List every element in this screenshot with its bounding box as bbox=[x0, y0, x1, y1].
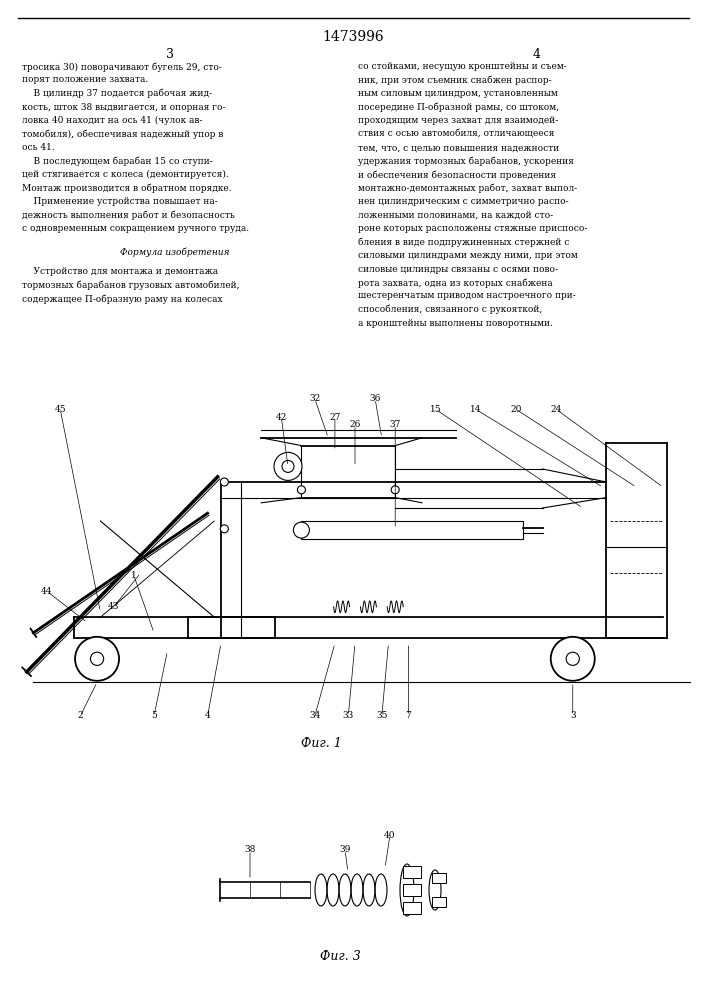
Bar bbox=[432, 873, 446, 883]
Text: дежность выполнения работ и безопасность: дежность выполнения работ и безопасность bbox=[22, 211, 235, 220]
Text: цей стягивается с колеса (демонтируется).: цей стягивается с колеса (демонтируется)… bbox=[22, 170, 229, 179]
Text: 26: 26 bbox=[349, 420, 361, 429]
Text: В цилиндр 37 подается рабочая жид-: В цилиндр 37 подается рабочая жид- bbox=[22, 89, 212, 99]
Text: 35: 35 bbox=[376, 712, 387, 720]
Text: 39: 39 bbox=[339, 846, 351, 854]
Text: 43: 43 bbox=[108, 602, 119, 611]
Text: монтажно-демонтажных работ, захват выпол-: монтажно-демонтажных работ, захват выпол… bbox=[358, 184, 577, 193]
Bar bbox=[301, 521, 522, 539]
Text: а кронштейны выполнены поворотными.: а кронштейны выполнены поворотными. bbox=[358, 318, 553, 328]
Text: силовые цилиндры связаны с осями пово-: силовые цилиндры связаны с осями пово- bbox=[358, 264, 558, 273]
Text: содержащее П-образную раму на колесах: содержащее П-образную раму на колесах bbox=[22, 294, 223, 304]
Text: 27: 27 bbox=[329, 412, 341, 422]
Text: 15: 15 bbox=[430, 405, 441, 414]
Text: Монтаж производится в обратном порядке.: Монтаж производится в обратном порядке. bbox=[22, 184, 232, 193]
Text: 5: 5 bbox=[151, 712, 157, 720]
Text: способления, связанного с рукояткой,: способления, связанного с рукояткой, bbox=[358, 305, 542, 314]
Text: 14: 14 bbox=[470, 405, 481, 414]
Text: и обеспечения безопасности проведения: и обеспечения безопасности проведения bbox=[358, 170, 556, 180]
Text: 45: 45 bbox=[54, 405, 66, 414]
Text: 4: 4 bbox=[205, 712, 211, 720]
Bar bbox=[403, 866, 421, 878]
Text: шестеренчатым приводом настроечного при-: шестеренчатым приводом настроечного при- bbox=[358, 292, 575, 300]
Text: ным силовым цилиндром, установленным: ным силовым цилиндром, установленным bbox=[358, 89, 558, 98]
Text: томобиля), обеспечивая надежный упор в: томобиля), обеспечивая надежный упор в bbox=[22, 129, 223, 139]
Bar bbox=[403, 902, 421, 914]
Text: удержания тормозных барабанов, ускорения: удержания тормозных барабанов, ускорения bbox=[358, 156, 574, 166]
Circle shape bbox=[274, 452, 302, 480]
Text: 33: 33 bbox=[343, 712, 354, 720]
Text: порят положение захвата.: порят положение захвата. bbox=[22, 76, 148, 85]
Ellipse shape bbox=[400, 864, 414, 916]
Text: ось 41.: ось 41. bbox=[22, 143, 54, 152]
Text: 3: 3 bbox=[166, 48, 174, 61]
Text: Устройство для монтажа и демонтажа: Устройство для монтажа и демонтажа bbox=[22, 267, 218, 276]
Text: Применение устройства повышает на-: Применение устройства повышает на- bbox=[22, 197, 218, 206]
Text: Фиг. 1: Фиг. 1 bbox=[301, 737, 342, 750]
Text: 44: 44 bbox=[41, 587, 52, 596]
Text: 32: 32 bbox=[309, 394, 320, 403]
Text: роне которых расположены стяжные приспосо-: роне которых расположены стяжные приспос… bbox=[358, 224, 588, 233]
Text: 4: 4 bbox=[533, 48, 541, 61]
Text: 3: 3 bbox=[570, 712, 575, 720]
Text: посередине П-образной рамы, со штоком,: посередине П-образной рамы, со штоком, bbox=[358, 103, 559, 112]
Text: В последующем барабан 15 со ступи-: В последующем барабан 15 со ступи- bbox=[22, 156, 213, 166]
Text: бления в виде подпружиненных стержней с: бления в виде подпружиненных стержней с bbox=[358, 237, 569, 247]
Circle shape bbox=[221, 525, 228, 533]
Ellipse shape bbox=[429, 870, 441, 910]
Text: Фиг. 3: Фиг. 3 bbox=[320, 950, 361, 963]
Circle shape bbox=[221, 478, 228, 486]
Text: силовыми цилиндрами между ними, при этом: силовыми цилиндрами между ними, при этом bbox=[358, 251, 578, 260]
Text: 2: 2 bbox=[78, 712, 83, 720]
Text: 37: 37 bbox=[390, 420, 401, 429]
Circle shape bbox=[298, 486, 305, 494]
Text: 20: 20 bbox=[510, 405, 522, 414]
Text: тросика 30) поворачивают бугель 29, сто-: тросика 30) поворачивают бугель 29, сто- bbox=[22, 62, 222, 72]
Text: 36: 36 bbox=[370, 394, 381, 403]
Bar bbox=[403, 884, 421, 896]
Text: проходящим через захват для взаимодей-: проходящим через захват для взаимодей- bbox=[358, 116, 559, 125]
Text: 1: 1 bbox=[131, 571, 136, 580]
Text: тем, что, с целью повышения надежности: тем, что, с целью повышения надежности bbox=[358, 143, 559, 152]
Text: 7: 7 bbox=[406, 712, 411, 720]
Text: ловка 40 находит на ось 41 (чулок ав-: ловка 40 находит на ось 41 (чулок ав- bbox=[22, 116, 202, 125]
Text: тормозных барабанов грузовых автомобилей,: тормозных барабанов грузовых автомобилей… bbox=[22, 281, 240, 290]
Text: 1473996: 1473996 bbox=[322, 30, 384, 44]
Text: 34: 34 bbox=[309, 712, 320, 720]
Text: 40: 40 bbox=[384, 830, 396, 840]
Text: кость, шток 38 выдвигается, и опорная го-: кость, шток 38 выдвигается, и опорная го… bbox=[22, 103, 226, 111]
Text: ложенными половинами, на каждой сто-: ложенными половинами, на каждой сто- bbox=[358, 211, 553, 220]
Text: с одновременным сокращением ручного труда.: с одновременным сокращением ручного труд… bbox=[22, 224, 249, 233]
Circle shape bbox=[75, 637, 119, 681]
Circle shape bbox=[282, 460, 294, 472]
Text: ствия с осью автомобиля, отличающееся: ствия с осью автомобиля, отличающееся bbox=[358, 129, 554, 138]
Text: 42: 42 bbox=[276, 412, 287, 422]
Text: Формула изобретения: Формула изобретения bbox=[120, 247, 230, 257]
Text: со стойками, несущую кронштейны и съем-: со стойками, несущую кронштейны и съем- bbox=[358, 62, 567, 71]
Circle shape bbox=[293, 522, 310, 538]
Circle shape bbox=[566, 652, 579, 665]
Text: нен цилиндрическим с симметрично распо-: нен цилиндрическим с симметрично распо- bbox=[358, 197, 568, 206]
Text: рота захвата, одна из которых снабжена: рота захвата, одна из которых снабжена bbox=[358, 278, 553, 288]
Circle shape bbox=[551, 637, 595, 681]
Text: ник, при этом съемник снабжен распор-: ник, при этом съемник снабжен распор- bbox=[358, 76, 551, 85]
Text: 38: 38 bbox=[245, 846, 256, 854]
Circle shape bbox=[90, 652, 104, 665]
Circle shape bbox=[391, 486, 399, 494]
Text: 24: 24 bbox=[550, 405, 561, 414]
Bar bbox=[432, 897, 446, 907]
